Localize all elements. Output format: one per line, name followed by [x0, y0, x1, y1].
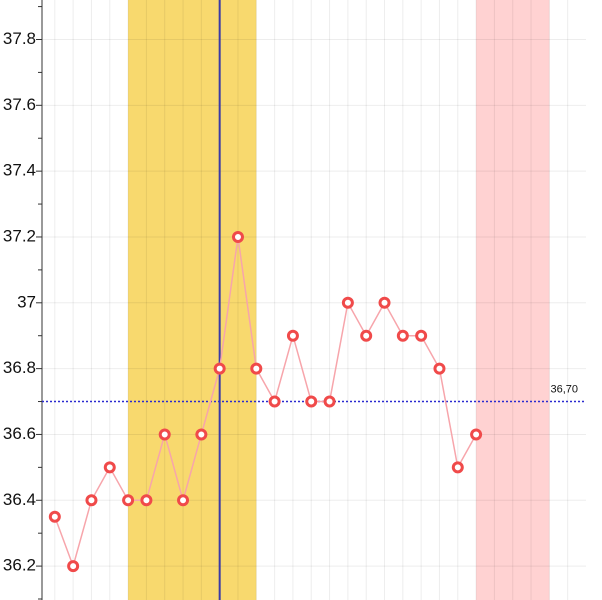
y-tick-label: 37.4	[3, 161, 36, 180]
temperature-point	[67, 560, 80, 573]
y-tick-label: 37.2	[3, 226, 36, 245]
temperature-point	[341, 296, 354, 309]
temperature-point	[470, 428, 483, 441]
temperature-point	[103, 461, 116, 474]
coverline-label: 36,70	[550, 383, 578, 395]
temperature-point	[213, 362, 226, 375]
temperature-point	[48, 510, 61, 523]
temperature-point	[122, 494, 135, 507]
temperature-point	[451, 461, 464, 474]
temperature-point	[378, 296, 391, 309]
temperature-point	[305, 395, 318, 408]
y-tick-label: 37.8	[3, 29, 36, 48]
temperature-point	[177, 494, 190, 507]
temperature-point	[286, 329, 299, 342]
temperature-point	[433, 362, 446, 375]
temperature-point	[268, 395, 281, 408]
y-tick-label: 37.6	[3, 95, 36, 114]
temperature-point	[85, 494, 98, 507]
temperature-point	[360, 329, 373, 342]
temperature-point	[195, 428, 208, 441]
temperature-point	[231, 230, 244, 243]
y-tick-label: 36.6	[3, 424, 36, 443]
temperature-point	[396, 329, 409, 342]
y-tick-label: 36.4	[3, 490, 36, 509]
phase-band	[128, 0, 257, 600]
temperature-point	[140, 494, 153, 507]
temperature-point	[415, 329, 428, 342]
y-tick-label: 36.2	[3, 556, 36, 575]
y-tick-label: 36.8	[3, 358, 36, 377]
temperature-point	[250, 362, 263, 375]
temperature-point	[158, 428, 171, 441]
y-tick-label: 37	[17, 292, 36, 311]
temperature-point	[323, 395, 336, 408]
phase-band	[476, 0, 550, 600]
